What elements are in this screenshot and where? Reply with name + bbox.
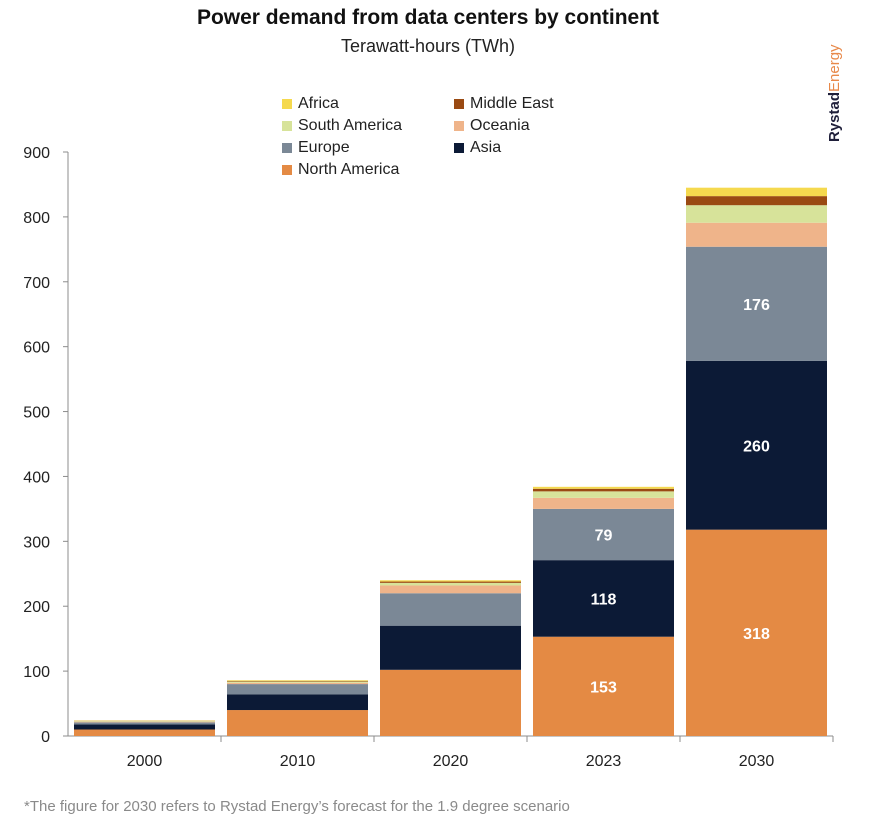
bar-segment-africa [533, 486, 674, 489]
legend-item-north-america: North America [282, 161, 399, 179]
legend-swatch [454, 121, 464, 131]
legend-item-south-america: South America [282, 117, 402, 135]
bar-segment-europe [227, 684, 368, 695]
y-tick-label: 900 [23, 145, 50, 162]
bar-segment-south-america [380, 582, 521, 586]
legend-label: Africa [298, 95, 339, 112]
data-label: 260 [743, 438, 770, 455]
x-tick-label: 2000 [127, 753, 163, 770]
bar-segment-north-america [74, 729, 215, 736]
bar-segment-south-america [686, 205, 827, 223]
legend-swatch [454, 143, 464, 153]
bar-segment-oceania [533, 497, 674, 509]
legend-label: Middle East [470, 95, 554, 112]
y-tick-label: 0 [41, 729, 50, 746]
x-tick-label: 2010 [280, 753, 316, 770]
x-tick-label: 2020 [433, 753, 469, 770]
bar-segment-south-america [227, 681, 368, 683]
bar-segment-europe [74, 722, 215, 725]
bar-segment-asia [533, 560, 674, 637]
bar-segment-north-america [686, 529, 827, 736]
legend-label: South America [298, 117, 403, 134]
y-tick-label: 300 [23, 534, 50, 551]
legend-swatch [282, 165, 292, 175]
bar-segment-north-america [533, 636, 674, 736]
bar-segment-asia [227, 694, 368, 711]
legend-swatch [454, 99, 464, 109]
bar-segment-africa [380, 580, 521, 582]
bar-segment-europe [533, 508, 674, 561]
bar-segment-europe [686, 246, 827, 361]
stacked-bar-chart: 0 100 200 300 400 500 600 700 800 900 2000 2010 2020… [23, 145, 834, 770]
chart-legend: Africa Middle East South America Oceania Eur… [282, 95, 602, 185]
bar-segment-oceania [686, 222, 827, 247]
chart-footnote: *The figure for 2030 refers to Rystad En… [24, 798, 570, 815]
chart-subtitle: Terawatt-hours (TWh) [340, 36, 516, 56]
bar-segment-middle-east [227, 680, 368, 682]
y-tick-label: 400 [23, 469, 50, 486]
bar-segment-oceania [380, 585, 521, 594]
legend-item-asia: Asia [454, 139, 501, 157]
bar-segment-north-america [227, 710, 368, 736]
legend-label: North America [298, 161, 400, 178]
data-label: 176 [743, 297, 770, 314]
chart-title: Power demand from data centers by contin… [196, 6, 660, 29]
legend-swatch [282, 121, 292, 131]
bar-segment-asia [686, 360, 827, 530]
bar-segment-south-america [533, 491, 674, 498]
y-tick-label: 100 [23, 664, 50, 681]
legend-item-oceania: Oceania [454, 117, 530, 135]
legend-label: Asia [470, 139, 502, 156]
bar-segment-europe [380, 593, 521, 626]
y-tick-label: 700 [23, 275, 50, 292]
bar-segment-north-america [380, 669, 521, 736]
data-label: 79 [595, 528, 613, 545]
y-tick-label: 600 [23, 340, 50, 357]
legend-label: Europe [298, 139, 350, 156]
bar-segment-middle-east [533, 488, 674, 492]
data-label: 153 [590, 679, 617, 696]
legend-item-africa: Africa [282, 95, 339, 113]
y-tick-label: 800 [23, 210, 50, 227]
data-label: 318 [743, 626, 770, 643]
data-label: 118 [591, 591, 617, 608]
legend-item-europe: Europe [282, 139, 350, 157]
x-tick-label: 2023 [586, 753, 622, 770]
legend-item-middle-east: Middle East [454, 95, 554, 113]
y-tick-label: 500 [23, 405, 50, 422]
bar-segment-middle-east [380, 581, 521, 583]
legend-swatch [282, 143, 292, 153]
x-tick-label: 2030 [739, 753, 775, 770]
y-tick-label: 200 [23, 599, 50, 616]
bar-segment-africa [686, 187, 827, 197]
bar-segment-south-america [74, 721, 215, 722]
bar-segment-asia [380, 625, 521, 670]
legend-label: Oceania [470, 117, 530, 134]
bar-segment-oceania [227, 682, 368, 685]
legend-swatch [282, 99, 292, 109]
bar-segment-africa [227, 680, 368, 681]
bar-segment-middle-east [686, 196, 827, 206]
bar-segment-asia [74, 724, 215, 730]
bar-segment-oceania [74, 721, 215, 723]
